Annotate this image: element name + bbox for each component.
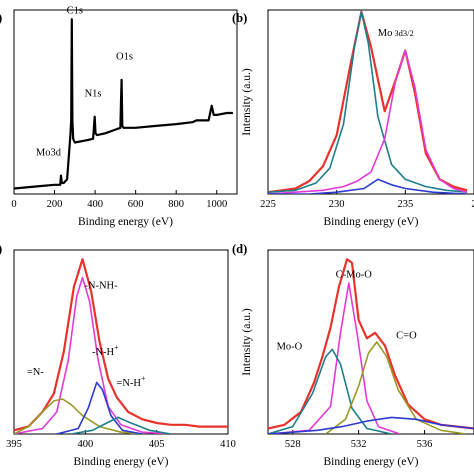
x-axis-label-b: Binding energy (eV) [324, 216, 419, 228]
panel-label-d: (d) [232, 242, 247, 256]
peak-annotation-c: =N- [27, 367, 45, 378]
peak-annotation-a: O1s [116, 52, 133, 63]
series-line-c-2 [14, 398, 143, 434]
series-line-c-4 [70, 416, 172, 434]
x-tick-label-b: 230 [329, 199, 345, 210]
peak-annotation-d: C-Mo-O [336, 270, 373, 281]
plot-frame-b [267, 9, 474, 195]
series-line-b-0 [268, 10, 468, 194]
peak-annotation-a: C1s [67, 6, 83, 17]
x-tick-label-a: 600 [128, 199, 144, 210]
x-axis-label-c: Binding energy (eV) [74, 456, 169, 468]
series-line-a-0 [14, 18, 233, 190]
peak-annotation-d: C=O [396, 330, 417, 341]
series-line-d-4 [268, 416, 474, 434]
peak-annotation-c: =N-H+ [116, 374, 146, 389]
x-tick-label-a: 0 [11, 199, 16, 210]
x-tick-label-b: 225 [260, 199, 276, 210]
panel-label-c: ) [0, 242, 2, 256]
peak-annotation-a: N1s [85, 88, 102, 99]
peak-annotation-c: -N-H+ [92, 343, 119, 358]
panel-a: 0 200 400 600 800 1000 C1s O1s N1s Mo3d Binding en… [0, 6, 238, 228]
x-tick-label-a: 1000 [206, 199, 227, 210]
x-axis-label-a: Binding energy (eV) [78, 216, 173, 228]
panel-d: 528 532 536 C-Mo-O Mo-O C=O Binding energy (eV… [232, 242, 474, 468]
x-tick-label-c: 400 [77, 439, 93, 450]
series-line-b-1 [268, 11, 468, 193]
x-tick-label-d: 532 [351, 439, 367, 450]
series-line-b-2 [268, 49, 468, 194]
peak-annotation-a: Mo3d [36, 147, 62, 158]
peak-annotation-d: Mo-O [277, 341, 303, 352]
plot-frame-d [267, 249, 474, 435]
series-line-c-0 [14, 258, 228, 432]
x-axis-label-d: Binding energy (eV) [324, 456, 419, 468]
series-line-c-1 [14, 276, 171, 434]
peak-annotation-b: Mo 3d3/2 [378, 28, 414, 39]
plot-frame-a [13, 9, 238, 195]
x-tick-label-a: 200 [47, 199, 63, 210]
x-tick-label-c: 395 [6, 439, 22, 450]
x-tick-label-c: 405 [149, 439, 165, 450]
panel-c: 395 400 405 410 -N-NH- -N-H+ =N- =N-H+ Binding e… [0, 242, 236, 468]
series-line-c-3 [56, 381, 143, 434]
x-tick-label-d: 536 [417, 439, 433, 450]
series-line-d-1 [268, 282, 401, 434]
panel-label-a: ) [0, 11, 2, 25]
x-tick-label-a: 400 [87, 199, 103, 210]
x-tick-label-c: 410 [220, 439, 236, 450]
series-line-d-2 [268, 348, 392, 434]
series-line-d-0 [268, 258, 474, 430]
peak-annotation-c: -N-NH- [84, 281, 118, 292]
x-tick-label-b: 235 [397, 199, 413, 210]
series-line-d-3 [325, 341, 466, 434]
x-tick-label-b: 2 [471, 199, 474, 210]
y-axis-label-b: Intensity (a.u.) [241, 68, 253, 136]
series-line-b-3 [268, 178, 468, 194]
y-axis-label-d: Intensity (a.u.) [241, 308, 253, 376]
plot-frame-c [13, 249, 229, 435]
panel-label-b: (b) [232, 11, 247, 25]
x-tick-label-a: 800 [168, 199, 184, 210]
x-tick-label-d: 528 [285, 439, 301, 450]
